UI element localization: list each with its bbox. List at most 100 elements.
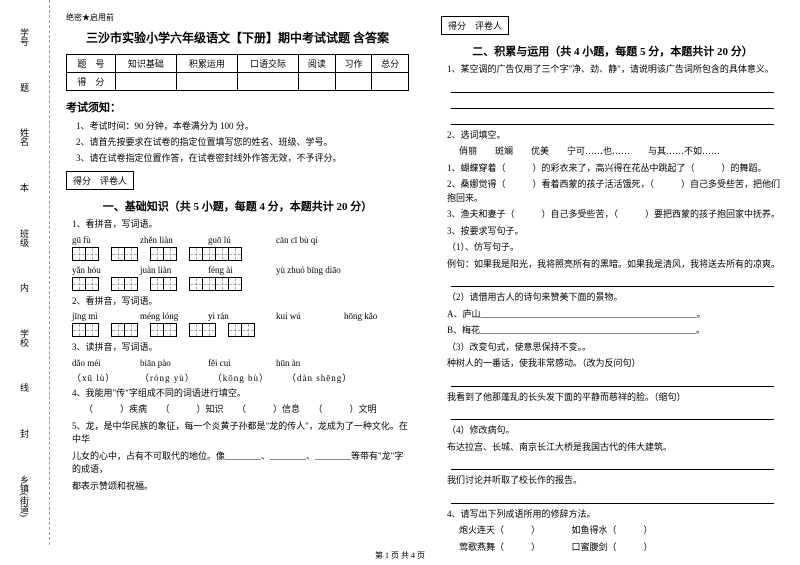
s2-q3d: A、庐山____________________________________…: [447, 308, 784, 322]
section2-heading: 二、积累与运用（共 4 小题，每题 5 分，本题共计 20 分）: [441, 43, 784, 59]
table-row: 题 号 知识基础 积累运用 口语交际 阅读 习作 总分: [67, 55, 409, 73]
binding-label: 班级: [18, 229, 31, 247]
pinyin: guō lú: [208, 235, 258, 245]
paren: （kōng bù）: [213, 371, 269, 384]
tianzige-cell: [163, 247, 177, 261]
paren: （dàn shēng）: [287, 371, 352, 384]
tianzige-group: [150, 277, 177, 291]
paren: （róng yù）: [140, 371, 195, 384]
notice-item: 3、请在试卷指定位置作答，在试卷密封线外作答无效，不予评分。: [76, 151, 409, 164]
tianzige-cell: [150, 323, 164, 337]
binding-label: 乡镇(街道): [18, 475, 31, 517]
pinyin: kuí wú: [276, 311, 326, 321]
tianzige-cell: [228, 323, 242, 337]
tianzige-cell: [163, 323, 177, 337]
s2-q3a: （1）、仿写句子。: [447, 241, 784, 255]
pinyin: jīng mì: [72, 311, 122, 321]
blank-line: [451, 113, 774, 125]
score-cell: [372, 73, 409, 91]
grid-row: [72, 323, 409, 337]
paren-row: （xū lù） （róng yù） （kōng bù） （dàn shēng）: [72, 371, 409, 384]
tianzige-group: [150, 323, 177, 337]
s2-q2d: 3、渔夫和妻子（ ）自己多受些苦，（ ）要把西蒙的孩子抱回家中抚养。: [447, 208, 784, 222]
binding-column: 学号 题 姓名 本 班级 内 学校 线 封 乡镇(街道): [0, 0, 50, 545]
binding-mark: 内: [18, 283, 31, 292]
s2-q3b: 例句：如果我是阳光，我将照亮所有的黑暗。如果我是清风，我将送去所有的凉爽。: [447, 258, 784, 272]
tianzige-group: [150, 247, 177, 261]
binding-label: 学号: [18, 28, 31, 46]
tianzige-cell: [85, 323, 99, 337]
score-header: 总分: [372, 55, 409, 73]
tianzige-group: [189, 323, 216, 337]
q5-line: 儿女的心中，占有不可取代的地位。像________、________、_____…: [72, 450, 409, 477]
secret-mark: 绝密★启用前: [66, 12, 409, 23]
tianzige-group: [111, 323, 138, 337]
left-column: 绝密★启用前 三沙市实验小学六年级语文【下册】期中考试试题 含答案 题 号 知识…: [50, 0, 425, 545]
tianzige-cell: [202, 277, 216, 291]
tianzige-cell: [189, 247, 203, 261]
notice-heading: 考试须知：: [66, 99, 409, 115]
tianzige-cell: [72, 247, 86, 261]
s2-q2c: 2、桑娜觉得（ ）看着西蒙的孩子活活饿死，（ ）自己多受些苦，把他们抱回来。: [447, 178, 784, 205]
score-header: 口语交际: [237, 55, 298, 73]
tianzige-cell: [111, 247, 125, 261]
s2-q3g: 种树人的一番话，使我非常感动。（改为反问句）: [447, 357, 784, 371]
score-cell: [115, 73, 176, 91]
pinyin: féng ài: [208, 265, 258, 275]
score-cell: [335, 73, 372, 91]
q3-label: 3、读拼音，写词语。: [72, 341, 409, 355]
pinyin: yù zhuó bīng diāo: [276, 265, 341, 275]
score-header: 积累运用: [176, 55, 237, 73]
score-cell: [176, 73, 237, 91]
tianzige-group: [228, 323, 255, 337]
tianzige-cell: [85, 277, 99, 291]
score-cell: 得 分: [67, 73, 116, 91]
s2-q4: 4、请写出下列成语所用的修辞方法。: [447, 508, 784, 522]
s2-q3k: 我们讨论并听取了校长作的报告。: [447, 474, 784, 488]
tianzige-cell: [163, 277, 177, 291]
q1-label: 1、看拼音，写词语。: [72, 218, 409, 232]
pinyin: hōng kǎo: [344, 311, 394, 321]
binding-mark: 本: [18, 183, 31, 192]
paren: （xū lù）: [72, 371, 122, 384]
notice-item: 1、考试时间：90 分钟，本卷满分为 100 分。: [76, 119, 409, 132]
tianzige-cell: [189, 277, 203, 291]
notice-item: 2、请首先按要求在试卷的指定位置填写您的姓名、班级、学号。: [76, 135, 409, 148]
pinyin: hūn àn: [276, 358, 326, 368]
score-header: 知识基础: [115, 55, 176, 73]
page-footer: 第 1 页 共 4 页: [0, 550, 800, 561]
pinyin: juàn liàn: [140, 265, 190, 275]
tianzige-cell: [241, 323, 255, 337]
grid-row: [72, 277, 409, 291]
tianzige-cell: [124, 247, 138, 261]
score-header: 阅读: [299, 55, 336, 73]
s2-q1: 1、某空调的广告仅用了三个字"净、劲、静"，请说明该广告词所包含的具体意义。: [447, 63, 784, 77]
pinyin: méng lóng: [140, 311, 190, 321]
pinyin: cān cī bù qí: [276, 235, 326, 245]
tianzige-cell: [215, 277, 229, 291]
s2-q4a: 炮火连天（ ） 如鱼得水（ ）: [459, 524, 784, 538]
blank-line: [451, 275, 774, 287]
tianzige-cell: [228, 277, 242, 291]
q2-label: 2、看拼音，写词语。: [72, 295, 409, 309]
blank-line: [451, 81, 774, 93]
tianzige-group: [111, 277, 138, 291]
binding-label: 姓名: [18, 128, 31, 146]
grader-box: 得分 评卷人: [441, 16, 509, 35]
s2-q2b: 1、蝴蝶穿着（ ）的彩衣来了，高兴得在花丛中跳起了（ ）的舞蹈。: [447, 162, 784, 176]
binding-mark: 题: [18, 83, 31, 92]
right-column: 得分 评卷人 二、积累与运用（共 4 小题，每题 5 分，本题共计 20 分） …: [425, 0, 800, 545]
s2-q3: 3、按要求写句子。: [447, 225, 784, 239]
pinyin: fěi cuì: [208, 358, 258, 368]
pinyin: yǎn hóu: [72, 265, 122, 275]
tianzige-cell: [111, 277, 125, 291]
binding-mark: 封: [18, 429, 31, 438]
pinyin-row: jīng mì méng lóng yì rán kuí wú hōng kǎo: [72, 311, 409, 321]
tianzige-group: [189, 247, 242, 261]
pinyin: biān pào: [140, 358, 190, 368]
pinyin: dǎo méi: [72, 358, 122, 368]
tianzige-cell: [124, 277, 138, 291]
blank-line: [451, 458, 774, 470]
grader-box: 得分 评卷人: [66, 171, 134, 190]
tianzige-group: [72, 277, 99, 291]
